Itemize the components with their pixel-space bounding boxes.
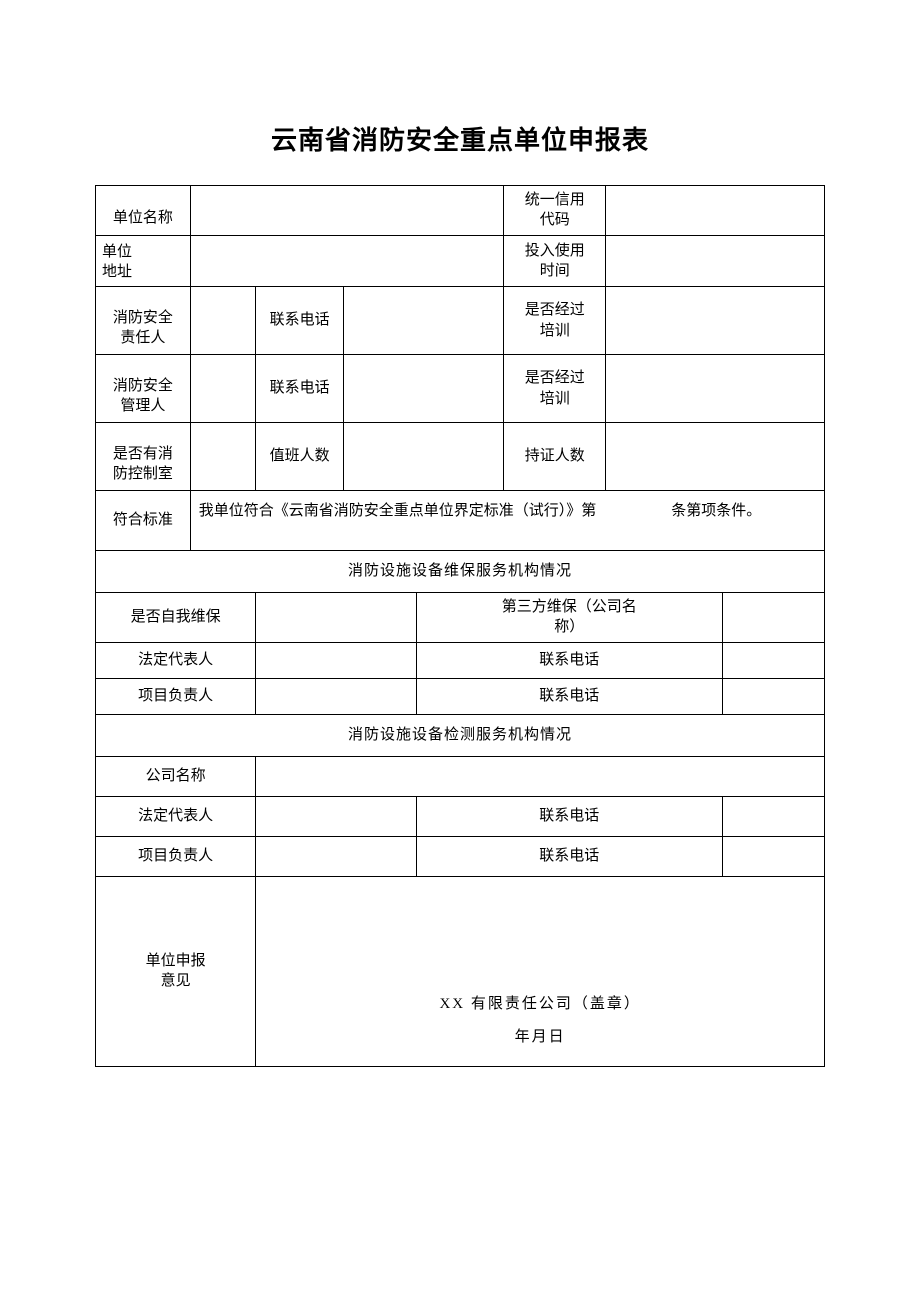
label-compliance: 符合标准 (96, 491, 191, 551)
label-phone-2: 联系电话 (256, 355, 343, 423)
label-company-name: 公司名称 (96, 756, 256, 796)
field-phone-4 (722, 678, 824, 714)
stamp-line: XX 有限责任公司（盖章） (256, 988, 824, 1021)
field-third-party (722, 593, 824, 643)
field-phone-3 (722, 642, 824, 678)
section-inspection: 消防设施设备检测服务机构情况 (96, 714, 825, 756)
field-trained-2 (606, 355, 825, 423)
label-fire-manager: 消防安全 管理人 (96, 355, 191, 423)
date-line: 年月日 (256, 1021, 824, 1054)
label-phone-1: 联系电话 (256, 287, 343, 355)
document-title: 云南省消防安全重点单位申报表 (95, 120, 825, 157)
section-maintenance: 消防设施设备维保服务机构情况 (96, 551, 825, 593)
label-phone-4: 联系电话 (416, 678, 722, 714)
label-fire-responsible: 消防安全 责任人 (96, 287, 191, 355)
field-unit-name (190, 186, 503, 236)
field-legal-rep-1 (256, 642, 416, 678)
label-phone-3: 联系电话 (416, 642, 722, 678)
field-cert-count (606, 423, 825, 491)
field-unit-address (190, 235, 503, 287)
field-use-time (606, 235, 825, 287)
field-control-room (190, 423, 256, 491)
label-legal-rep-2: 法定代表人 (96, 796, 256, 836)
label-opinion: 单位申报 意见 (96, 876, 256, 1066)
field-company-name (256, 756, 825, 796)
label-duty-count: 值班人数 (256, 423, 343, 491)
field-phone-6 (722, 836, 824, 876)
label-self-maintain: 是否自我维保 (96, 593, 256, 643)
field-compliance: 我单位符合《云南省消防安全重点单位界定标准（试行）》第 条第项条件。 (190, 491, 824, 551)
label-unit-address: 单位 地址 (96, 235, 191, 287)
field-credit-code (606, 186, 825, 236)
field-opinion: XX 有限责任公司（盖章） 年月日 (256, 876, 825, 1066)
label-cert-count: 持证人数 (504, 423, 606, 491)
field-phone-5 (722, 796, 824, 836)
field-self-maintain (256, 593, 416, 643)
label-use-time: 投入使用 时间 (504, 235, 606, 287)
field-legal-rep-2 (256, 796, 416, 836)
field-phone-2 (343, 355, 503, 423)
field-project-lead-2 (256, 836, 416, 876)
field-trained-1 (606, 287, 825, 355)
field-fire-responsible (190, 287, 256, 355)
field-phone-1 (343, 287, 503, 355)
label-credit-code: 统一信用 代码 (504, 186, 606, 236)
label-trained-2: 是否经过 培训 (504, 355, 606, 423)
label-trained-1: 是否经过 培训 (504, 287, 606, 355)
field-duty-count (343, 423, 503, 491)
label-legal-rep-1: 法定代表人 (96, 642, 256, 678)
label-phone-6: 联系电话 (416, 836, 722, 876)
label-unit-name: 单位名称 (96, 186, 191, 236)
label-project-lead-1: 项目负责人 (96, 678, 256, 714)
label-project-lead-2: 项目负责人 (96, 836, 256, 876)
label-control-room: 是否有消 防控制室 (96, 423, 191, 491)
label-phone-5: 联系电话 (416, 796, 722, 836)
field-fire-manager (190, 355, 256, 423)
label-third-party: 第三方维保（公司名 称） (416, 593, 722, 643)
field-project-lead-1 (256, 678, 416, 714)
application-form-table: 单位名称 统一信用 代码 单位 地址 投入使用 时间 消防安全 责任人 联系电话… (95, 185, 825, 1067)
